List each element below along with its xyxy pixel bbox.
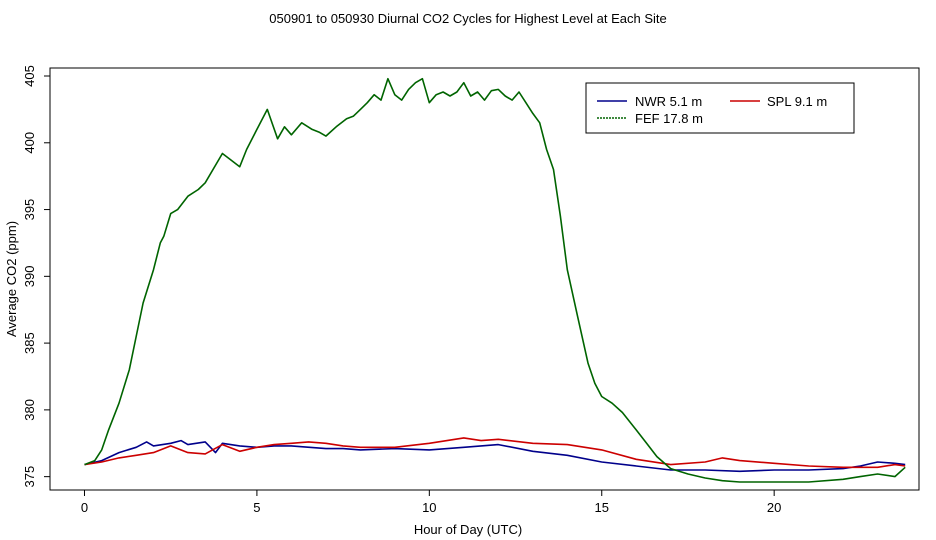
- series-line-nwr: [84, 439, 906, 473]
- y-tick-label: 395: [22, 199, 37, 221]
- y-tick-label: 385: [22, 332, 37, 354]
- plot-frame: [49, 67, 920, 491]
- series-line-fef: [84, 77, 906, 483]
- x-tick-label: 20: [767, 500, 781, 515]
- y-tick-label: 405: [22, 65, 37, 87]
- chart-title: 050901 to 050930 Diurnal CO2 Cycles for …: [269, 11, 666, 26]
- legend-label-fef: FEF 17.8 m: [635, 111, 703, 126]
- legend-box: [585, 82, 855, 134]
- y-tick-label: 380: [22, 399, 37, 421]
- y-axis: 375 380 385 390 395 400 405: [22, 65, 50, 487]
- series-line-spl: [84, 437, 906, 469]
- legend: NWR 5.1 m SPL 9.1 m FEF 17.8 m: [585, 82, 855, 134]
- y-axis-label: Average CO2 (ppm): [4, 221, 19, 337]
- x-axis-label: Hour of Day (UTC): [414, 522, 522, 537]
- x-tick-label: 10: [422, 500, 436, 515]
- x-tick-label: 5: [253, 500, 260, 515]
- legend-label-spl: SPL 9.1 m: [767, 94, 827, 109]
- legend-label-nwr: NWR 5.1 m: [635, 94, 702, 109]
- y-tick-label: 390: [22, 265, 37, 287]
- x-tick-label: 15: [595, 500, 609, 515]
- x-tick-label: 0: [81, 500, 88, 515]
- y-tick-label: 375: [22, 466, 37, 488]
- x-axis: 0 5 10 15 20: [81, 490, 781, 515]
- series-group: [84, 77, 906, 483]
- y-tick-label: 400: [22, 132, 37, 154]
